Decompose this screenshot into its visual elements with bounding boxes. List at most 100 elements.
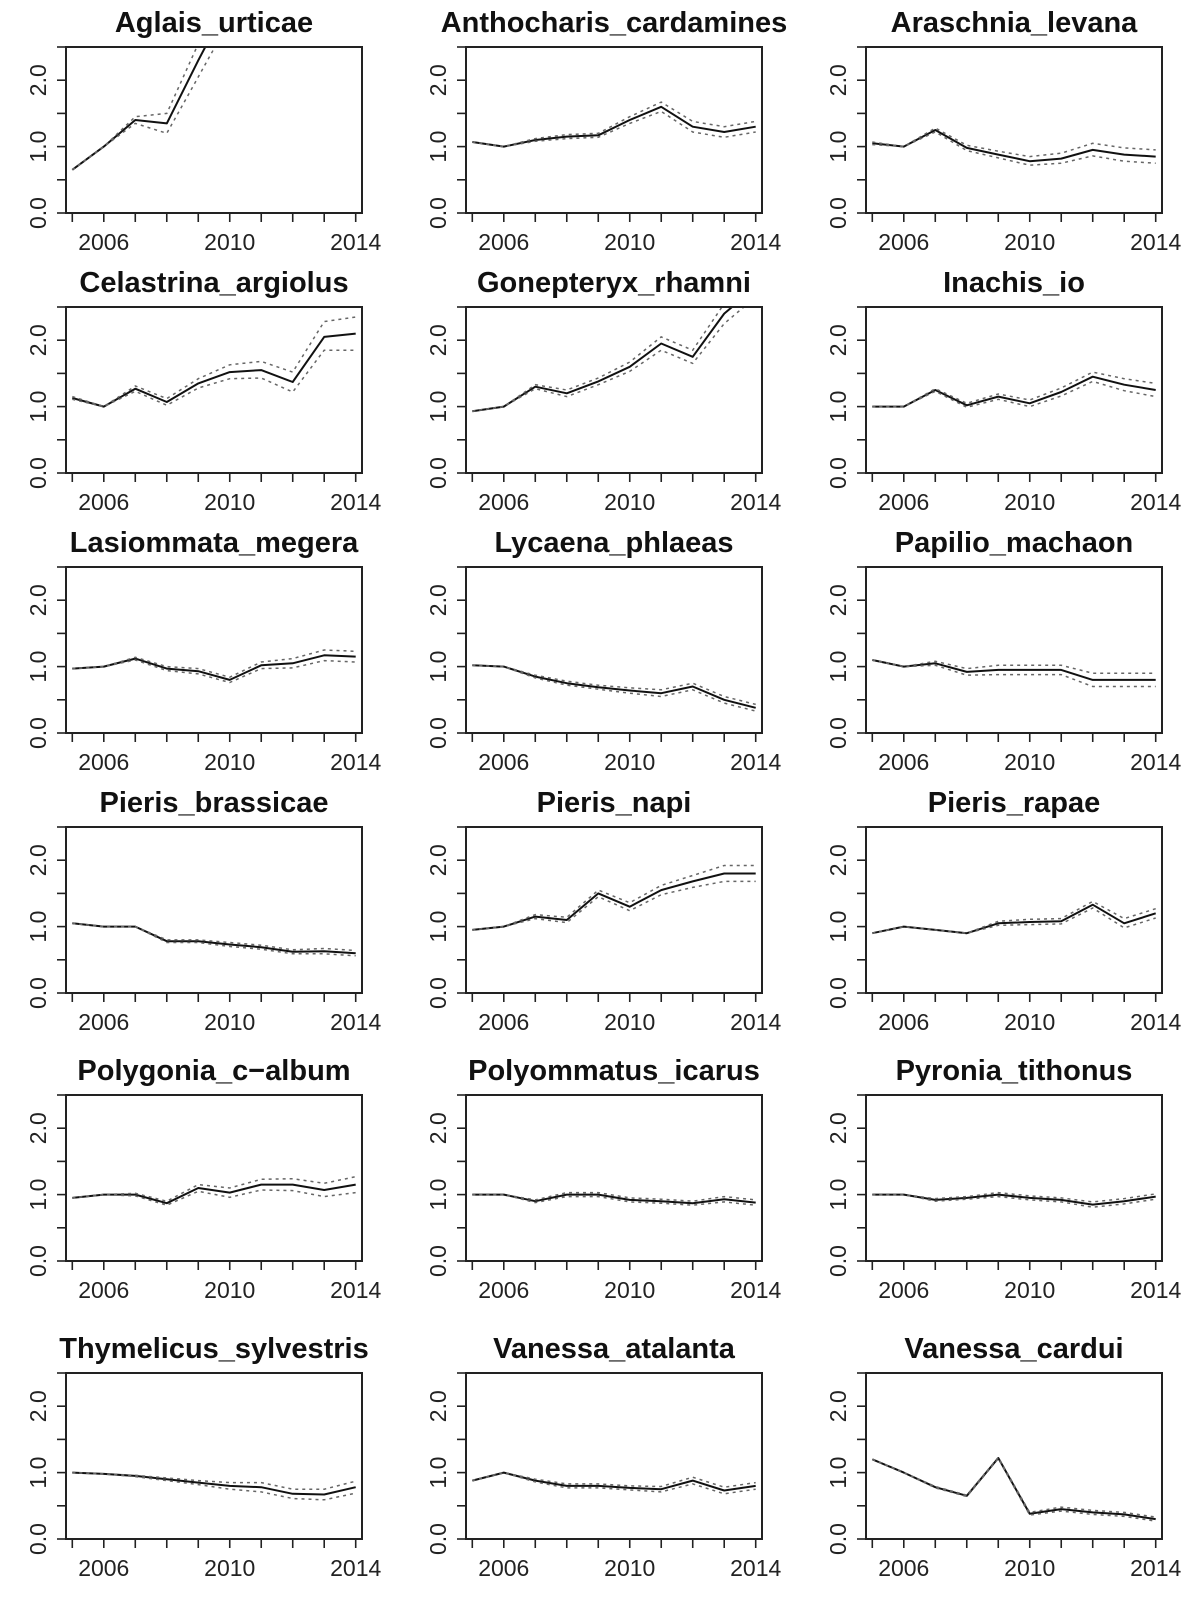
upper-bound-line bbox=[472, 101, 756, 148]
y-tick-label: 2.0 bbox=[825, 324, 851, 356]
x-tick-label: 2010 bbox=[1004, 1555, 1055, 1581]
plot-frame bbox=[465, 1372, 763, 1540]
x-tick-label: 2014 bbox=[330, 229, 381, 255]
panel-title: Celastrina_argiolus bbox=[79, 267, 348, 299]
x-tick-label: 2014 bbox=[1130, 1009, 1181, 1035]
y-tick-label: 0.0 bbox=[825, 1245, 851, 1277]
x-tick-label: 2014 bbox=[330, 1277, 381, 1303]
x-tick-label: 2010 bbox=[204, 749, 255, 775]
lower-bound-line bbox=[72, 349, 356, 408]
estimate-line bbox=[472, 1471, 756, 1492]
y-tick-label: 0.0 bbox=[25, 717, 51, 749]
y-tick-label: 1.0 bbox=[425, 1457, 451, 1489]
y-tick-label: 1.0 bbox=[25, 911, 51, 943]
plot-frame bbox=[65, 1372, 363, 1540]
y-tick-label: 0.0 bbox=[425, 977, 451, 1009]
x-tick-label: 2010 bbox=[1004, 1277, 1055, 1303]
lower-bound-line bbox=[472, 110, 756, 148]
lower-bound-line bbox=[472, 1471, 756, 1495]
lower-bound-line bbox=[72, 1471, 356, 1501]
x-tick-label: 2014 bbox=[1130, 229, 1181, 255]
lower-bound-line bbox=[872, 907, 1156, 934]
panel-title: Pieris_rapae bbox=[928, 787, 1101, 819]
y-tick-label: 2.0 bbox=[425, 64, 451, 96]
y-tick-label: 2.0 bbox=[25, 64, 51, 96]
upper-bound-line bbox=[872, 1191, 1156, 1203]
panel-title: Polyommatus_icarus bbox=[468, 1055, 760, 1087]
panel-title: Pieris_brassicae bbox=[100, 787, 329, 819]
plot-frame bbox=[465, 566, 763, 734]
x-tick-label: 2014 bbox=[1130, 1555, 1181, 1581]
x-tick-label: 2014 bbox=[1130, 749, 1181, 775]
panel-title: Gonepteryx_rhamni bbox=[477, 267, 751, 299]
x-tick-label: 2014 bbox=[330, 1555, 381, 1581]
upper-bound-line bbox=[472, 664, 756, 706]
lower-bound-line bbox=[872, 1193, 1156, 1208]
y-tick-label: 0.0 bbox=[25, 457, 51, 489]
x-tick-label: 2014 bbox=[730, 1009, 781, 1035]
panel-title: Pyronia_tithonus bbox=[896, 1055, 1133, 1087]
lower-bound-line bbox=[472, 880, 756, 931]
y-tick-label: 1.0 bbox=[825, 1457, 851, 1489]
y-tick-label: 0.0 bbox=[825, 457, 851, 489]
y-tick-label: 2.0 bbox=[825, 844, 851, 876]
estimate-line bbox=[472, 105, 756, 148]
plot-frame bbox=[465, 1094, 763, 1262]
x-tick-label: 2006 bbox=[478, 749, 529, 775]
upper-bound-line bbox=[872, 127, 1156, 158]
x-tick-label: 2010 bbox=[204, 1009, 255, 1035]
y-tick-label: 1.0 bbox=[425, 911, 451, 943]
x-tick-label: 2010 bbox=[604, 749, 655, 775]
estimate-line bbox=[72, 1183, 356, 1205]
y-tick-label: 1.0 bbox=[25, 391, 51, 423]
upper-bound-line bbox=[872, 900, 1156, 934]
lower-bound-line bbox=[71, 47, 216, 171]
x-tick-label: 2006 bbox=[78, 1277, 129, 1303]
y-tick-label: 1.0 bbox=[25, 1179, 51, 1211]
y-tick-label: 2.0 bbox=[425, 324, 451, 356]
y-tick-label: 0.0 bbox=[425, 717, 451, 749]
y-tick-label: 1.0 bbox=[425, 391, 451, 423]
y-tick-label: 1.0 bbox=[825, 391, 851, 423]
y-tick-label: 0.0 bbox=[425, 457, 451, 489]
panel-title: Papilio_machaon bbox=[895, 527, 1134, 559]
y-tick-label: 1.0 bbox=[825, 131, 851, 163]
x-tick-label: 2014 bbox=[730, 489, 781, 515]
x-tick-label: 2006 bbox=[478, 229, 529, 255]
upper-bound-line bbox=[472, 307, 723, 412]
x-tick-label: 2010 bbox=[1004, 749, 1055, 775]
panel-title: Polygonia_c−album bbox=[77, 1055, 350, 1087]
x-tick-label: 2014 bbox=[330, 1009, 381, 1035]
x-tick-label: 2006 bbox=[478, 489, 529, 515]
x-tick-label: 2010 bbox=[604, 1277, 655, 1303]
y-tick-label: 2.0 bbox=[25, 844, 51, 876]
lower-bound-line bbox=[72, 922, 356, 957]
upper-bound-line bbox=[472, 1471, 756, 1488]
x-tick-label: 2014 bbox=[730, 749, 781, 775]
panel: Pyronia_tithonus 2006 2010 2014 0.0 1.0 2.0 bbox=[825, 1055, 1181, 1303]
estimate-line bbox=[472, 307, 734, 413]
x-tick-label: 2010 bbox=[604, 489, 655, 515]
panel-title: Araschnia_levana bbox=[891, 7, 1139, 39]
y-tick-label: 0.0 bbox=[25, 197, 51, 229]
y-tick-label: 1.0 bbox=[25, 131, 51, 163]
upper-bound-line bbox=[472, 864, 756, 931]
plot-frame bbox=[865, 46, 1163, 214]
y-tick-label: 1.0 bbox=[425, 651, 451, 683]
x-tick-label: 2014 bbox=[1130, 1277, 1181, 1303]
y-tick-label: 2.0 bbox=[425, 1112, 451, 1144]
panel-title: Inachis_io bbox=[943, 267, 1085, 299]
x-tick-label: 2006 bbox=[878, 229, 929, 255]
panel: Araschnia_levana 2006 2010 2014 0.0 1.0 2.0 bbox=[825, 7, 1181, 255]
plot-frame bbox=[465, 46, 763, 214]
panel: Pieris_brassicae 2006 2010 2014 0.0 1.0 2.0 bbox=[25, 787, 381, 1035]
estimate-line bbox=[872, 375, 1156, 408]
lower-bound-line bbox=[472, 1193, 756, 1206]
estimate-line bbox=[72, 332, 356, 408]
x-tick-label: 2014 bbox=[330, 749, 381, 775]
estimate-line bbox=[872, 129, 1156, 163]
lower-bound-line bbox=[472, 307, 746, 412]
plot-frame bbox=[65, 1094, 363, 1262]
plot-frame bbox=[465, 306, 763, 474]
y-tick-label: 0.0 bbox=[825, 197, 851, 229]
